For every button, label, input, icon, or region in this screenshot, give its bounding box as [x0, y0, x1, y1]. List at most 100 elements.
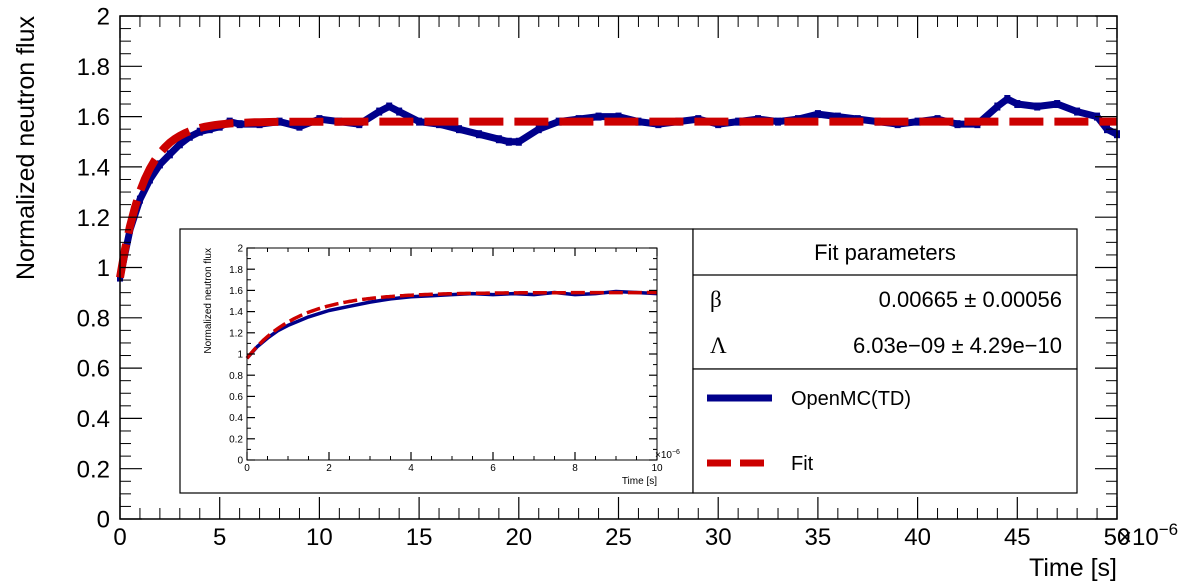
inset-plot: 0 2 4 6 8 10 0 0.2 0.4 0.6 0.8 1 1.2 1.4 1.6 1.8 2 Norma…: [179, 228, 694, 494]
main-series-openmc-point: [1054, 100, 1061, 109]
main-series-openmc-point: [555, 117, 562, 126]
legend-label-openmc: OpenMC(TD): [791, 388, 911, 410]
inset-y-tick-label: 1.8: [229, 265, 243, 276]
inset-x-tick-label: 6: [490, 463, 496, 474]
main-x-exponent-power: −6: [1159, 520, 1178, 539]
fit-row-beta-value: 0.00665 ± 0.00056: [879, 287, 1062, 312]
main-series-openmc-point: [296, 122, 303, 131]
main-y-axis-label: Normalized neutron flux: [12, 16, 40, 281]
main-series-openmc-point: [416, 117, 423, 126]
main-x-tick-label: 20: [505, 524, 532, 551]
main-series-openmc-point: [914, 117, 921, 126]
fit-row-beta-symbol: β: [710, 287, 722, 312]
legend-frame: [692, 368, 1078, 494]
main-series-openmc-point: [1074, 107, 1081, 116]
inset-x-exponent: ×10−6: [655, 449, 680, 461]
legend-label-fit: Fit: [791, 453, 814, 475]
main-series-fit-line: [116, 117, 1117, 279]
main-series-openmc-point: [166, 150, 173, 159]
main-y-tick-label: 1.2: [77, 205, 110, 232]
fit-row-lambda-value: 6.03e−09 ± 4.29e−10: [853, 333, 1062, 358]
main-series-openmc-point: [475, 130, 482, 139]
main-series-openmc-point: [136, 195, 143, 204]
main-series-layer: [116, 94, 1120, 282]
main-y-tick-label: 1.4: [77, 155, 110, 182]
main-y-tick-label: 1.8: [77, 54, 110, 81]
main-series-openmc-point: [386, 102, 393, 111]
inset-x-tick-label: 0: [244, 463, 250, 474]
inset-x-tick-label: 2: [326, 463, 332, 474]
main-series-openmc-point: [186, 132, 193, 141]
inset-y-tick-label: 1.6: [229, 286, 243, 297]
main-series-openmc-point: [615, 112, 622, 121]
inset-y-tick-label: 0.8: [229, 371, 243, 382]
inset-x-exponent-base: ×10: [655, 450, 672, 461]
main-series-openmc-point: [635, 117, 642, 126]
main-x-tick-label: 0: [113, 524, 126, 551]
inset-y-tick-label: 2: [237, 244, 243, 255]
main-x-tick-label: 25: [605, 524, 632, 551]
legend: OpenMC(TD) Fit: [692, 368, 1078, 494]
main-x-tick-label: 40: [904, 524, 931, 551]
main-series-openmc-point: [156, 160, 163, 169]
main-y-tick-label: 2: [97, 4, 110, 31]
fit-box-frame: [692, 228, 1078, 370]
main-x-tick-label: 30: [705, 524, 732, 551]
main-series-openmc-point: [196, 127, 203, 136]
main-series-openmc-point: [276, 117, 283, 126]
main-plot: 0 5 10 15 20 25 30 35 40 45 5000.20.40.60.811.21.4…: [12, 4, 1178, 582]
main-series-openmc-point: [505, 137, 512, 146]
main-y-tick-label: 0.8: [77, 305, 110, 332]
inset-x-axis-label: Time [s]: [622, 476, 657, 487]
inset-axis-ticks: 0 2 4 6 8 10 0 0.2 0.4 0.6 0.8 1 1.2 1.4 1.6 1.8 2: [229, 244, 663, 474]
fit-parameters-box: Fit parameters β 0.00665 ± 0.00056 Λ 6.0…: [692, 228, 1078, 370]
main-series-openmc-point: [515, 137, 522, 146]
inset-y-axis-label: Normalized neutron flux: [203, 248, 214, 354]
main-series-openmc-point: [146, 175, 153, 184]
main-series-openmc-point: [455, 125, 462, 134]
main-series-openmc-point: [396, 107, 403, 116]
inset-y-tick-label: 0.6: [229, 392, 243, 403]
inset-series-fit-line: [245, 290, 657, 360]
main-x-tick-label: 5: [213, 524, 226, 551]
inset-y-tick-label: 0: [237, 456, 243, 467]
main-y-tick-label: 0.2: [77, 456, 110, 483]
inset-pad: [179, 228, 694, 494]
main-y-tick-label: 0.4: [77, 406, 110, 433]
fit-box-title: Fit parameters: [814, 240, 956, 265]
main-y-tick-label: 0.6: [77, 356, 110, 383]
main-y-tick-label: 1.6: [77, 104, 110, 131]
main-series-openmc-point: [495, 135, 502, 144]
main-x-tick-label: 15: [406, 524, 433, 551]
inset-x-exponent-power: −6: [672, 449, 680, 456]
main-x-exponent: ×10−6: [1118, 520, 1178, 551]
inset-y-tick-label: 0.2: [229, 434, 243, 445]
fit-row-lambda-symbol: Λ: [710, 333, 727, 358]
main-series-openmc-point: [954, 120, 961, 129]
main-x-tick-label: 35: [805, 524, 832, 551]
inset-x-tick-label: 10: [651, 463, 663, 474]
main-series-openmc-point: [1004, 94, 1011, 103]
inset-series-layer: [245, 289, 658, 360]
inset-x-tick-label: 4: [408, 463, 414, 474]
main-x-tick-label: 45: [1004, 524, 1031, 551]
inset-y-tick-label: 1.4: [229, 307, 243, 318]
main-series-openmc-point: [1034, 102, 1041, 111]
inset-y-tick-label: 0.4: [229, 413, 243, 424]
main-y-tick-label: 1: [97, 255, 110, 282]
main-series-openmc-point: [775, 117, 782, 126]
main-series-openmc-point: [994, 102, 1001, 111]
main-series-openmc-point: [535, 125, 542, 134]
main-series-openmc-point: [176, 140, 183, 149]
main-series-openmc-point: [814, 110, 821, 119]
main-x-axis-label: Time [s]: [1029, 554, 1117, 582]
main-series-openmc-point: [834, 112, 841, 121]
main-series-openmc-point: [376, 107, 383, 116]
main-series-openmc-point: [236, 120, 243, 129]
main-x-tick-label: 50: [1104, 524, 1131, 551]
main-x-exponent-base: ×10: [1118, 524, 1159, 551]
main-axis-ticks: 0 5 10 15 20 25 30 35 40 45 5000.20.40.60.811.21.4…: [77, 4, 1131, 551]
inset-x-tick-label: 8: [572, 463, 578, 474]
main-series-openmc-point: [735, 117, 742, 126]
